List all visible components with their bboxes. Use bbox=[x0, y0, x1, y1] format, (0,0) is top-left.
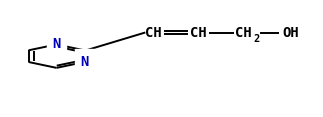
Text: CH: CH bbox=[145, 26, 162, 40]
Text: N: N bbox=[52, 37, 61, 51]
Text: OH: OH bbox=[282, 26, 299, 40]
Text: 2: 2 bbox=[253, 34, 259, 44]
Text: N: N bbox=[80, 55, 89, 69]
Text: CH: CH bbox=[190, 26, 207, 40]
Text: CH: CH bbox=[235, 26, 252, 40]
